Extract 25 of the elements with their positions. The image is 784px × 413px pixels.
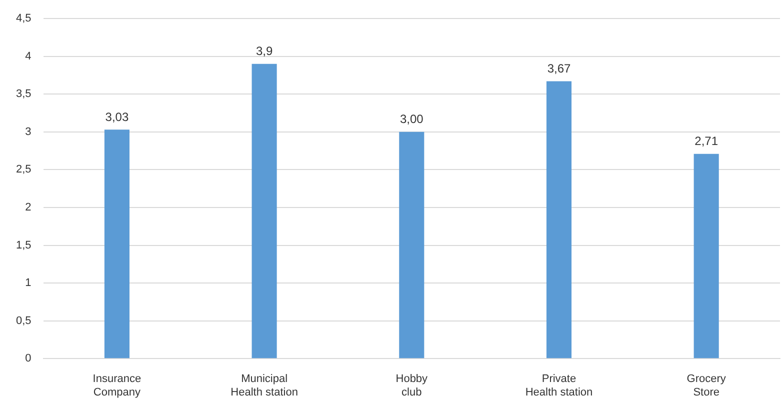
data-label: 2,71	[694, 134, 718, 148]
y-tick-label: 3,5	[16, 88, 32, 100]
y-tick-label: 2,5	[16, 164, 32, 176]
x-tick-label: Private Health station	[525, 373, 593, 398]
y-tick-label: 4	[25, 50, 32, 62]
x-tick-label: Grocery Store	[686, 373, 726, 398]
y-tick-label: 2	[25, 202, 32, 214]
x-tick-label: Municipal Health station	[230, 373, 298, 398]
x-tick-label: Hobby club	[396, 373, 428, 398]
bar	[546, 81, 572, 358]
y-tick-label: 3	[25, 126, 32, 138]
x-tick-label: Insurance Company	[92, 373, 142, 398]
y-tick-label: 0	[25, 352, 32, 365]
bar	[694, 154, 719, 358]
data-label: 3,00	[400, 112, 424, 126]
y-tick-label: 4,5	[16, 12, 32, 25]
bar	[399, 132, 424, 358]
y-tick-label: 1	[25, 277, 32, 290]
y-tick-label: 1,5	[16, 239, 32, 252]
data-label: 3,67	[547, 62, 571, 76]
y-tick-label: 0,5	[16, 314, 32, 327]
data-label: 3,9	[256, 44, 273, 58]
bar	[252, 64, 277, 358]
data-label: 3,03	[105, 110, 129, 124]
bar	[104, 130, 130, 358]
